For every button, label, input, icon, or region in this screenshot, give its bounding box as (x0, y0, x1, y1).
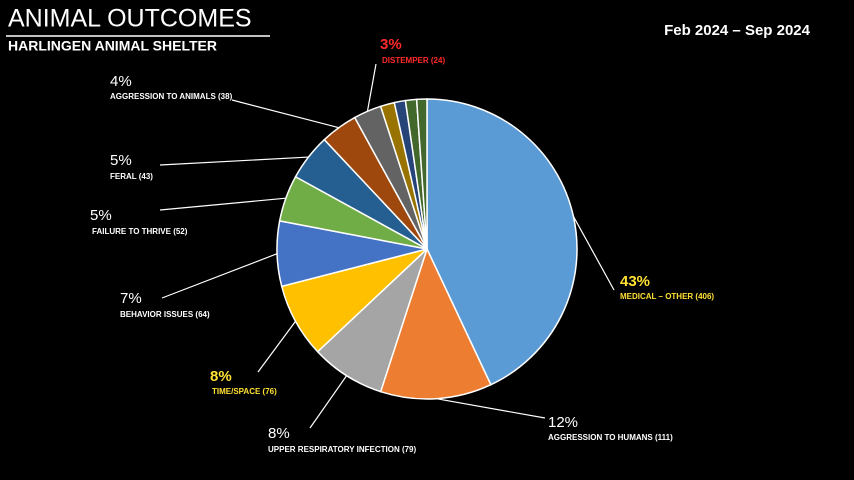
leader-line (257, 320, 297, 373)
pie-slice (379, 246, 492, 400)
pie-slice (426, 98, 578, 386)
percent-label: 3% (380, 36, 402, 53)
percent-label: 43% (620, 273, 650, 290)
percent-label: 5% (90, 207, 112, 224)
leader-line (231, 99, 339, 129)
chart-subtitle: HARLINGEN ANIMAL SHELTER (8, 38, 217, 54)
category-label: FERAL (43) (110, 172, 153, 181)
category-label: AGGRESSION TO HUMANS (111) (548, 433, 673, 442)
percent-label: 7% (120, 290, 142, 307)
leader-line (159, 197, 286, 211)
leader-line (161, 253, 278, 299)
category-label: AGGRESSION TO ANIMALS (38) (110, 92, 233, 101)
percent-label: 12% (548, 414, 578, 431)
leader-line (366, 63, 377, 112)
leader-line (572, 215, 615, 291)
category-label: TIME/SPACE (76) (212, 387, 277, 396)
leader-line (309, 375, 348, 429)
category-label: FAILURE TO THRIVE (52) (92, 227, 188, 236)
category-label: UPPER RESPIRATORY INFECTION (79) (268, 445, 417, 454)
percent-label: 5% (110, 152, 132, 169)
percent-label: 8% (210, 368, 232, 385)
category-label: DISTEMPER (24) (382, 56, 445, 65)
chart-title: ANIMAL OUTCOMES (8, 5, 252, 33)
category-label: MEDICAL – OTHER (406) (620, 292, 714, 301)
percent-label: 8% (268, 425, 290, 442)
leader-line (159, 156, 309, 166)
date-range: Feb 2024 – Sep 2024 (664, 22, 811, 39)
category-label: BEHAVIOR ISSUES (64) (120, 310, 210, 319)
pie-slice (415, 98, 428, 250)
percent-label: 4% (110, 73, 132, 90)
leader-line (436, 398, 546, 419)
